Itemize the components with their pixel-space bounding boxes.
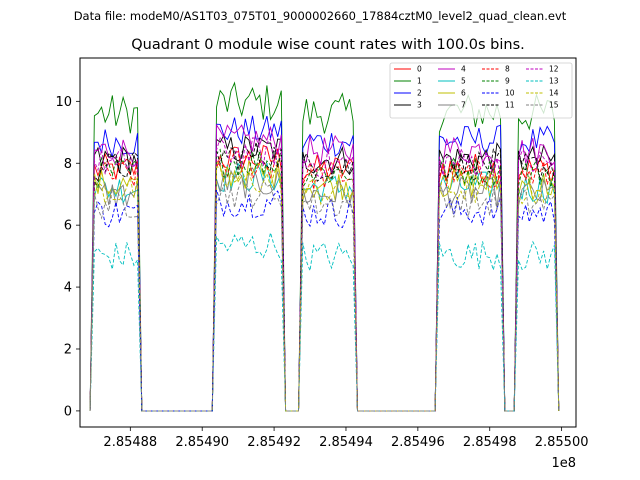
y-tick-label: 8 [64,157,72,172]
x-tick-label: 2.85500 [535,435,589,450]
chart-title: Quadrant 0 module wise count rates with … [131,37,525,53]
x-offset-label: 1e8 [551,456,576,471]
series-line-15 [89,177,560,412]
y-tick-label: 2 [64,342,72,357]
legend-label-3: 3 [417,101,422,110]
legend-label-0: 0 [417,65,422,74]
legend-label-1: 1 [417,77,422,86]
series-line-9 [89,148,560,412]
legend-label-4: 4 [461,65,466,74]
legend-label-11: 11 [505,101,515,110]
x-tick-label: 2.85490 [175,435,229,450]
x-tick-label: 2.85494 [319,435,373,450]
plot-area [79,57,577,428]
x-tick-label: 2.85498 [463,435,517,450]
legend-label-13: 13 [549,77,559,86]
y-tick-label: 4 [64,281,72,296]
y-tick-label: 10 [55,95,72,110]
x-tick-label: 2.85492 [247,435,301,450]
y-tick-label: 0 [64,404,72,419]
plot-frame [79,57,577,428]
x-axis: 2.85488 2.85490 2.85492 2.85494 2.85496 2.854… [103,427,589,450]
series-line-10 [89,189,560,412]
y-axis: 0 2 4 6 8 10 [55,95,80,419]
legend-label-14: 14 [549,89,559,98]
legend-label-7: 7 [461,101,466,110]
legend-label-5: 5 [461,77,466,86]
legend-label-6: 6 [461,89,466,98]
x-tick-label: 2.85496 [391,435,445,450]
legend-label-12: 12 [549,65,559,74]
legend-label-8: 8 [505,65,510,74]
legend-label-15: 15 [549,101,559,110]
legend-label-9: 9 [505,77,510,86]
legend-label-10: 10 [505,89,515,98]
y-tick-label: 6 [64,219,72,234]
figure-suptitle: Data file: modeM0/AS1T03_075T01_90000026… [74,9,567,23]
legend-label-2: 2 [417,89,422,98]
legend-box [389,62,573,119]
x-tick-label: 2.85488 [103,435,157,450]
series-layer [89,81,560,412]
